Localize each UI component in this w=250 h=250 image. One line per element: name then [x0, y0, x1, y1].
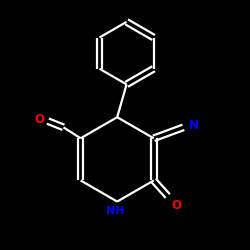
Text: NH: NH — [106, 206, 125, 216]
Text: N: N — [189, 119, 199, 132]
Text: O: O — [171, 199, 181, 212]
Text: O: O — [35, 113, 45, 126]
